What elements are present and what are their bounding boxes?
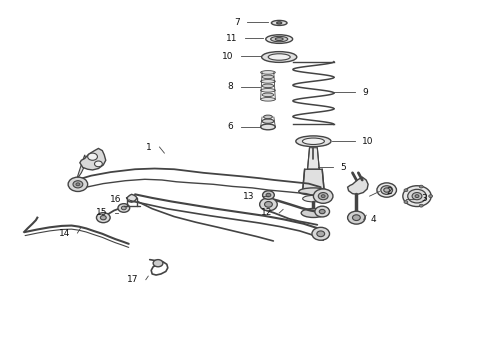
Ellipse shape	[261, 89, 275, 92]
Ellipse shape	[302, 138, 324, 144]
Text: 16: 16	[110, 195, 122, 204]
Circle shape	[347, 211, 365, 224]
Ellipse shape	[303, 195, 324, 202]
Text: 1: 1	[147, 143, 152, 152]
Text: 12: 12	[261, 208, 272, 217]
Ellipse shape	[264, 115, 272, 119]
Text: 8: 8	[227, 82, 233, 91]
Polygon shape	[127, 194, 137, 202]
Polygon shape	[76, 155, 86, 180]
Circle shape	[68, 177, 88, 192]
Circle shape	[317, 231, 325, 237]
Circle shape	[265, 202, 272, 207]
Circle shape	[404, 189, 408, 192]
Circle shape	[319, 210, 325, 214]
Circle shape	[312, 227, 330, 240]
Circle shape	[260, 198, 277, 211]
Ellipse shape	[403, 186, 431, 207]
Ellipse shape	[270, 36, 288, 42]
Ellipse shape	[415, 195, 419, 198]
Text: 11: 11	[226, 34, 237, 43]
Ellipse shape	[408, 189, 426, 203]
Circle shape	[263, 191, 274, 199]
Circle shape	[314, 189, 333, 203]
Ellipse shape	[299, 188, 328, 195]
Ellipse shape	[261, 98, 275, 101]
Circle shape	[97, 213, 110, 223]
Circle shape	[404, 201, 408, 203]
Ellipse shape	[277, 22, 282, 24]
Text: 9: 9	[362, 87, 368, 96]
Ellipse shape	[262, 93, 274, 96]
Polygon shape	[303, 169, 324, 191]
Ellipse shape	[271, 21, 287, 26]
Circle shape	[266, 193, 271, 197]
Polygon shape	[308, 148, 319, 169]
Ellipse shape	[261, 80, 275, 83]
Polygon shape	[80, 148, 106, 170]
Circle shape	[318, 193, 328, 200]
Text: 10: 10	[362, 137, 374, 146]
Circle shape	[100, 216, 106, 220]
Ellipse shape	[261, 124, 275, 130]
Text: 10: 10	[222, 52, 233, 61]
Ellipse shape	[412, 193, 422, 200]
Ellipse shape	[262, 75, 274, 79]
Circle shape	[73, 181, 83, 188]
Ellipse shape	[266, 35, 293, 43]
Ellipse shape	[262, 51, 297, 62]
Ellipse shape	[262, 119, 274, 123]
Text: 5: 5	[340, 163, 346, 172]
Ellipse shape	[377, 183, 396, 197]
Text: 14: 14	[59, 229, 70, 238]
Circle shape	[122, 206, 126, 210]
Ellipse shape	[381, 186, 392, 194]
Text: 7: 7	[234, 18, 240, 27]
Text: 4: 4	[371, 215, 377, 224]
Circle shape	[118, 204, 130, 212]
Circle shape	[88, 153, 98, 160]
Polygon shape	[347, 177, 368, 194]
Circle shape	[153, 260, 163, 267]
Circle shape	[352, 215, 360, 221]
Circle shape	[76, 183, 80, 186]
Text: 3: 3	[421, 194, 427, 203]
Text: 2: 2	[387, 187, 392, 196]
Ellipse shape	[296, 136, 331, 147]
Ellipse shape	[384, 188, 390, 192]
Circle shape	[321, 195, 325, 198]
Ellipse shape	[275, 38, 283, 41]
Text: 13: 13	[243, 192, 255, 201]
Circle shape	[429, 195, 433, 198]
Circle shape	[95, 161, 102, 167]
Ellipse shape	[262, 84, 274, 87]
Circle shape	[315, 206, 330, 217]
Ellipse shape	[301, 208, 326, 217]
Text: 6: 6	[227, 122, 233, 131]
Ellipse shape	[261, 71, 275, 74]
Ellipse shape	[268, 54, 290, 60]
Text: 15: 15	[96, 208, 107, 217]
Text: 17: 17	[127, 275, 139, 284]
Circle shape	[419, 204, 423, 207]
Circle shape	[419, 185, 423, 188]
